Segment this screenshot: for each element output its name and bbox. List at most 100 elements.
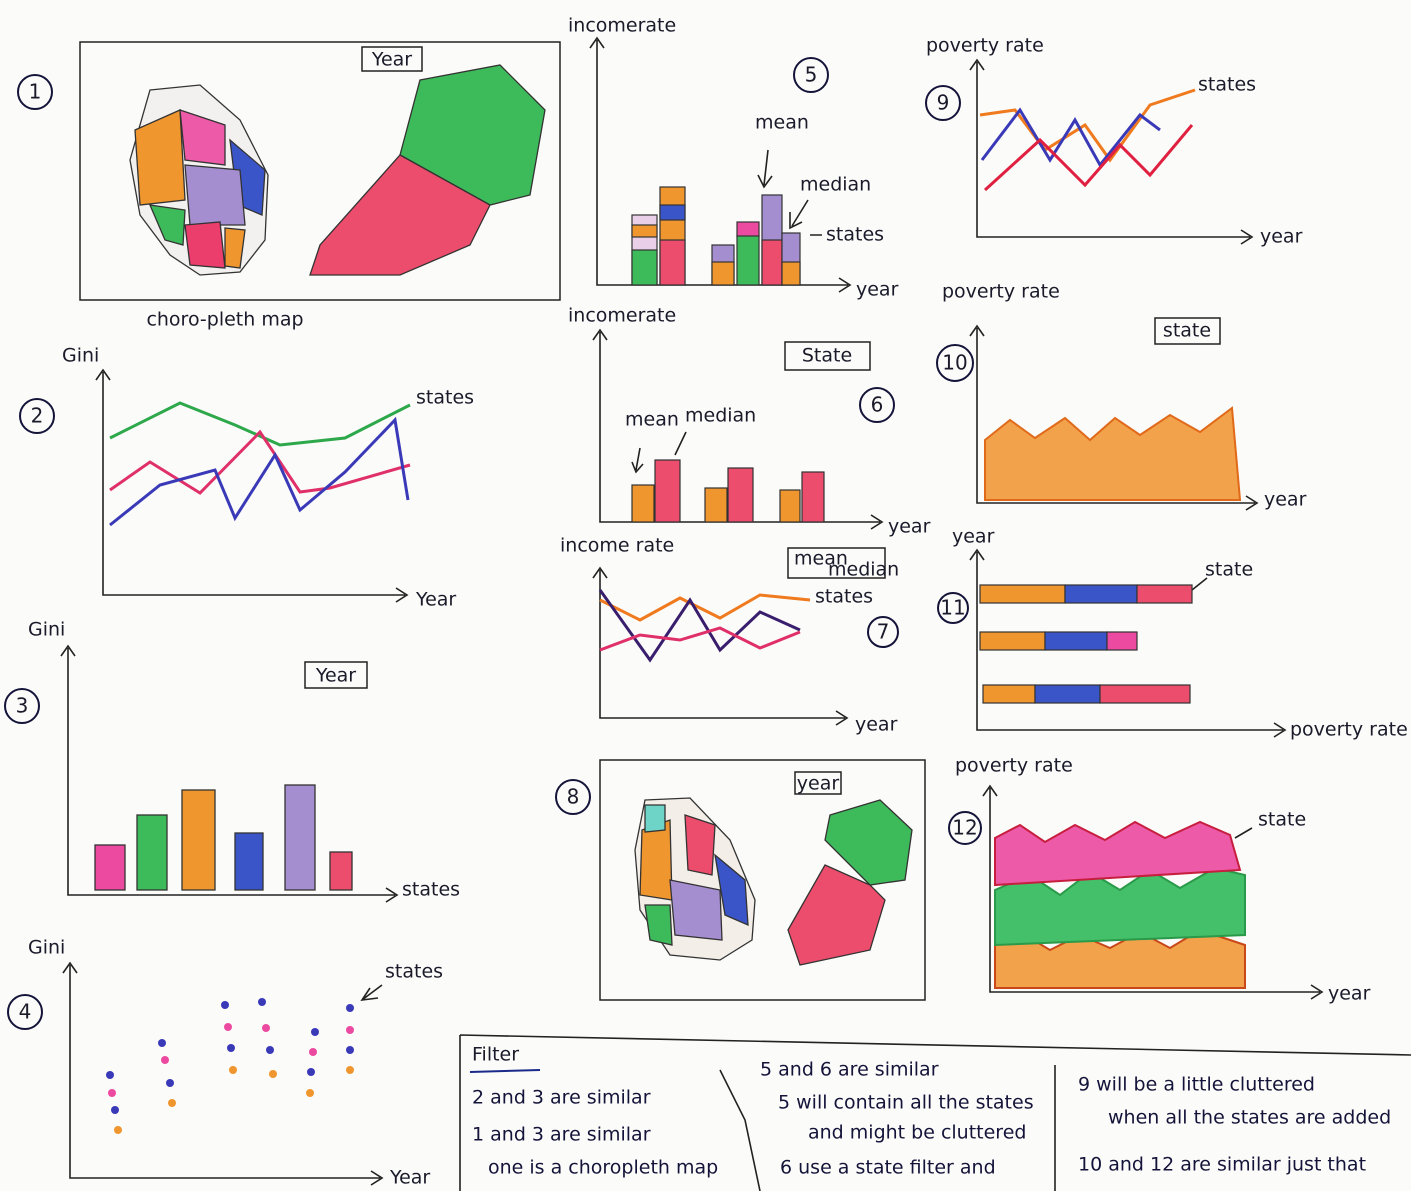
button-label: state: [1163, 320, 1211, 342]
series-label: state: [1258, 809, 1306, 831]
area: [984, 406, 1242, 501]
pointer: [360, 984, 383, 1002]
axes: [969, 548, 1287, 738]
number-ring: [859, 387, 895, 423]
y-axis-label: year: [952, 526, 995, 548]
x-axis-label: year: [1264, 489, 1307, 511]
line: [980, 107, 1161, 168]
median-label: median: [800, 174, 871, 196]
stacked-bars-sketch: [631, 186, 801, 286]
axes: [60, 644, 399, 903]
filter-button: [304, 661, 368, 689]
x-axis-label: Year: [389, 1167, 430, 1189]
button-label: State: [802, 345, 852, 367]
line: [599, 626, 801, 652]
panel-number: 4: [19, 1000, 32, 1024]
axes: [592, 566, 849, 726]
y-axis-label: Gini: [28, 619, 65, 641]
number-ring: [555, 779, 591, 815]
series-label: states: [815, 586, 873, 608]
number-ring: [7, 994, 43, 1030]
line: [109, 401, 411, 447]
y-axis-label: income rate: [560, 535, 674, 557]
y-axis-label: poverty rate: [942, 281, 1060, 303]
mean-label: mean: [755, 112, 809, 134]
y-axis-label: Gini: [62, 345, 99, 367]
note-line: 5 will contain all the states: [778, 1092, 1034, 1114]
line: [598, 589, 801, 663]
button-label: median: [828, 559, 899, 581]
note-line: 10 and 12 are similar just that: [1078, 1154, 1366, 1176]
number-ring: [19, 398, 55, 434]
number-ring: [937, 592, 969, 624]
number-ring: [17, 74, 53, 110]
note-line: when all the states are added: [1108, 1107, 1391, 1129]
note-line: 9 will be a little cluttered: [1078, 1074, 1315, 1096]
y-axis-label: poverty rate: [955, 755, 1073, 777]
underline: [469, 1069, 541, 1073]
panel-number: 8: [567, 785, 580, 809]
map-sketch: [129, 64, 546, 276]
note-line: one is a choropleth map: [488, 1157, 718, 1179]
panel-number: 12: [952, 816, 977, 840]
filter-button: [794, 771, 842, 795]
panel-number: 11: [940, 596, 965, 620]
number-ring: [936, 344, 974, 382]
line: [109, 416, 410, 527]
number-ring: [925, 85, 961, 121]
button-label: year: [797, 773, 840, 795]
median-label: median: [685, 405, 756, 427]
note-line: 6 use a state filter and: [780, 1157, 996, 1179]
bars-sketch: [94, 784, 353, 891]
filter-button: [784, 341, 871, 371]
pointers: [757, 149, 822, 236]
note-line: and might be cluttered: [808, 1122, 1026, 1144]
axes: [95, 368, 409, 603]
map-caption: choro-pleth map: [146, 309, 303, 331]
x-axis-label: states: [402, 879, 460, 901]
button-label: mean: [794, 548, 848, 570]
x-axis-label: year: [888, 516, 931, 538]
number-ring: [867, 616, 899, 648]
series-label: states: [385, 961, 443, 983]
x-axis-label: year: [1260, 226, 1303, 248]
note-line: 2 and 3 are similar: [472, 1087, 651, 1109]
number-ring: [948, 811, 982, 845]
number-ring: [4, 688, 40, 724]
area: [994, 866, 1246, 947]
map-frame: [599, 759, 926, 1001]
button-label: Year: [371, 49, 412, 71]
bars-sketch: [979, 584, 1193, 704]
notes-frame: [459, 1034, 1411, 1191]
line: [979, 88, 1196, 163]
mean-label: mean: [625, 409, 679, 431]
x-axis-label: year: [1328, 983, 1371, 1005]
panel-number: 10: [942, 351, 967, 375]
series-label: states: [416, 387, 474, 409]
dots-sketch: [106, 998, 354, 1134]
line: [599, 593, 811, 622]
panel-number: 5: [805, 63, 818, 87]
map-frame: [79, 41, 561, 301]
filter-button: [1154, 317, 1221, 345]
x-axis-label: year: [855, 714, 898, 736]
note-line: 5 and 6 are similar: [760, 1059, 939, 1081]
button-label: Year: [315, 665, 356, 687]
x-axis-label: poverty rate: [1290, 719, 1408, 741]
y-axis-label: incomerate: [568, 15, 676, 37]
axes: [969, 58, 1254, 245]
panel-number: 3: [16, 694, 29, 718]
series-label: states: [826, 224, 884, 246]
area: [994, 820, 1242, 887]
line: [983, 124, 1194, 192]
note-line: 1 and 3 are similar: [472, 1124, 651, 1146]
panel-number: 6: [871, 393, 884, 417]
axes: [62, 961, 384, 1186]
area: [994, 928, 1246, 989]
map-sketch: [634, 797, 913, 966]
filter-button: [361, 46, 423, 72]
y-axis-label: incomerate: [568, 305, 676, 327]
series-label: states: [1198, 74, 1256, 96]
